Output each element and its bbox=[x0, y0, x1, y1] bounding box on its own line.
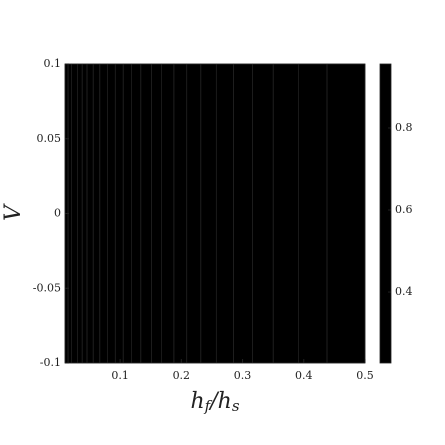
y-tick-label: 0 bbox=[54, 207, 61, 220]
x-label-part: f bbox=[204, 397, 213, 415]
colorbar-tick-label: 0.4 bbox=[395, 285, 413, 298]
contour-band bbox=[131, 63, 142, 364]
y-axis-label: V bbox=[1, 203, 26, 221]
colorbar-tick-label: 0.8 bbox=[395, 121, 413, 134]
y-tick-label: 0.05 bbox=[37, 132, 62, 145]
contour-band bbox=[92, 63, 101, 364]
colorbar-tick-label: 0.6 bbox=[395, 203, 413, 216]
contour-band bbox=[326, 63, 366, 364]
contour-band bbox=[86, 63, 94, 364]
contour-band bbox=[161, 63, 175, 364]
contour-band bbox=[122, 63, 132, 364]
contour-band bbox=[173, 63, 188, 364]
x-label-part: /h bbox=[208, 389, 232, 414]
contour-band bbox=[114, 63, 124, 364]
colorbar bbox=[379, 63, 392, 364]
contour-band bbox=[252, 63, 274, 364]
contour-band bbox=[81, 63, 88, 364]
contour-band bbox=[298, 63, 328, 364]
contour-band bbox=[233, 63, 253, 364]
x-tick-label: 0.3 bbox=[234, 369, 252, 382]
contour-band bbox=[151, 63, 162, 364]
x-tick-label: 0.2 bbox=[173, 369, 191, 382]
y-tick-label: -0.05 bbox=[33, 281, 61, 294]
x-label-part: h bbox=[190, 389, 204, 414]
x-label-part: s bbox=[232, 397, 240, 415]
contour-band bbox=[186, 63, 202, 364]
contour-band bbox=[71, 63, 78, 364]
contour-band bbox=[215, 63, 234, 364]
x-tick-label: 0.5 bbox=[356, 369, 374, 382]
x-axis-label: hf/hs bbox=[190, 389, 239, 415]
contour-band bbox=[140, 63, 152, 364]
contour-band bbox=[200, 63, 217, 364]
x-tick-label: 0.4 bbox=[295, 369, 313, 382]
contour-band bbox=[76, 63, 83, 364]
y-tick-label: -0.1 bbox=[40, 356, 61, 369]
contour-band bbox=[106, 63, 116, 364]
x-tick-label: 0.1 bbox=[111, 369, 129, 382]
y-tick-label: 0.1 bbox=[44, 57, 62, 70]
contour-band bbox=[99, 63, 108, 364]
contour-band bbox=[272, 63, 299, 364]
